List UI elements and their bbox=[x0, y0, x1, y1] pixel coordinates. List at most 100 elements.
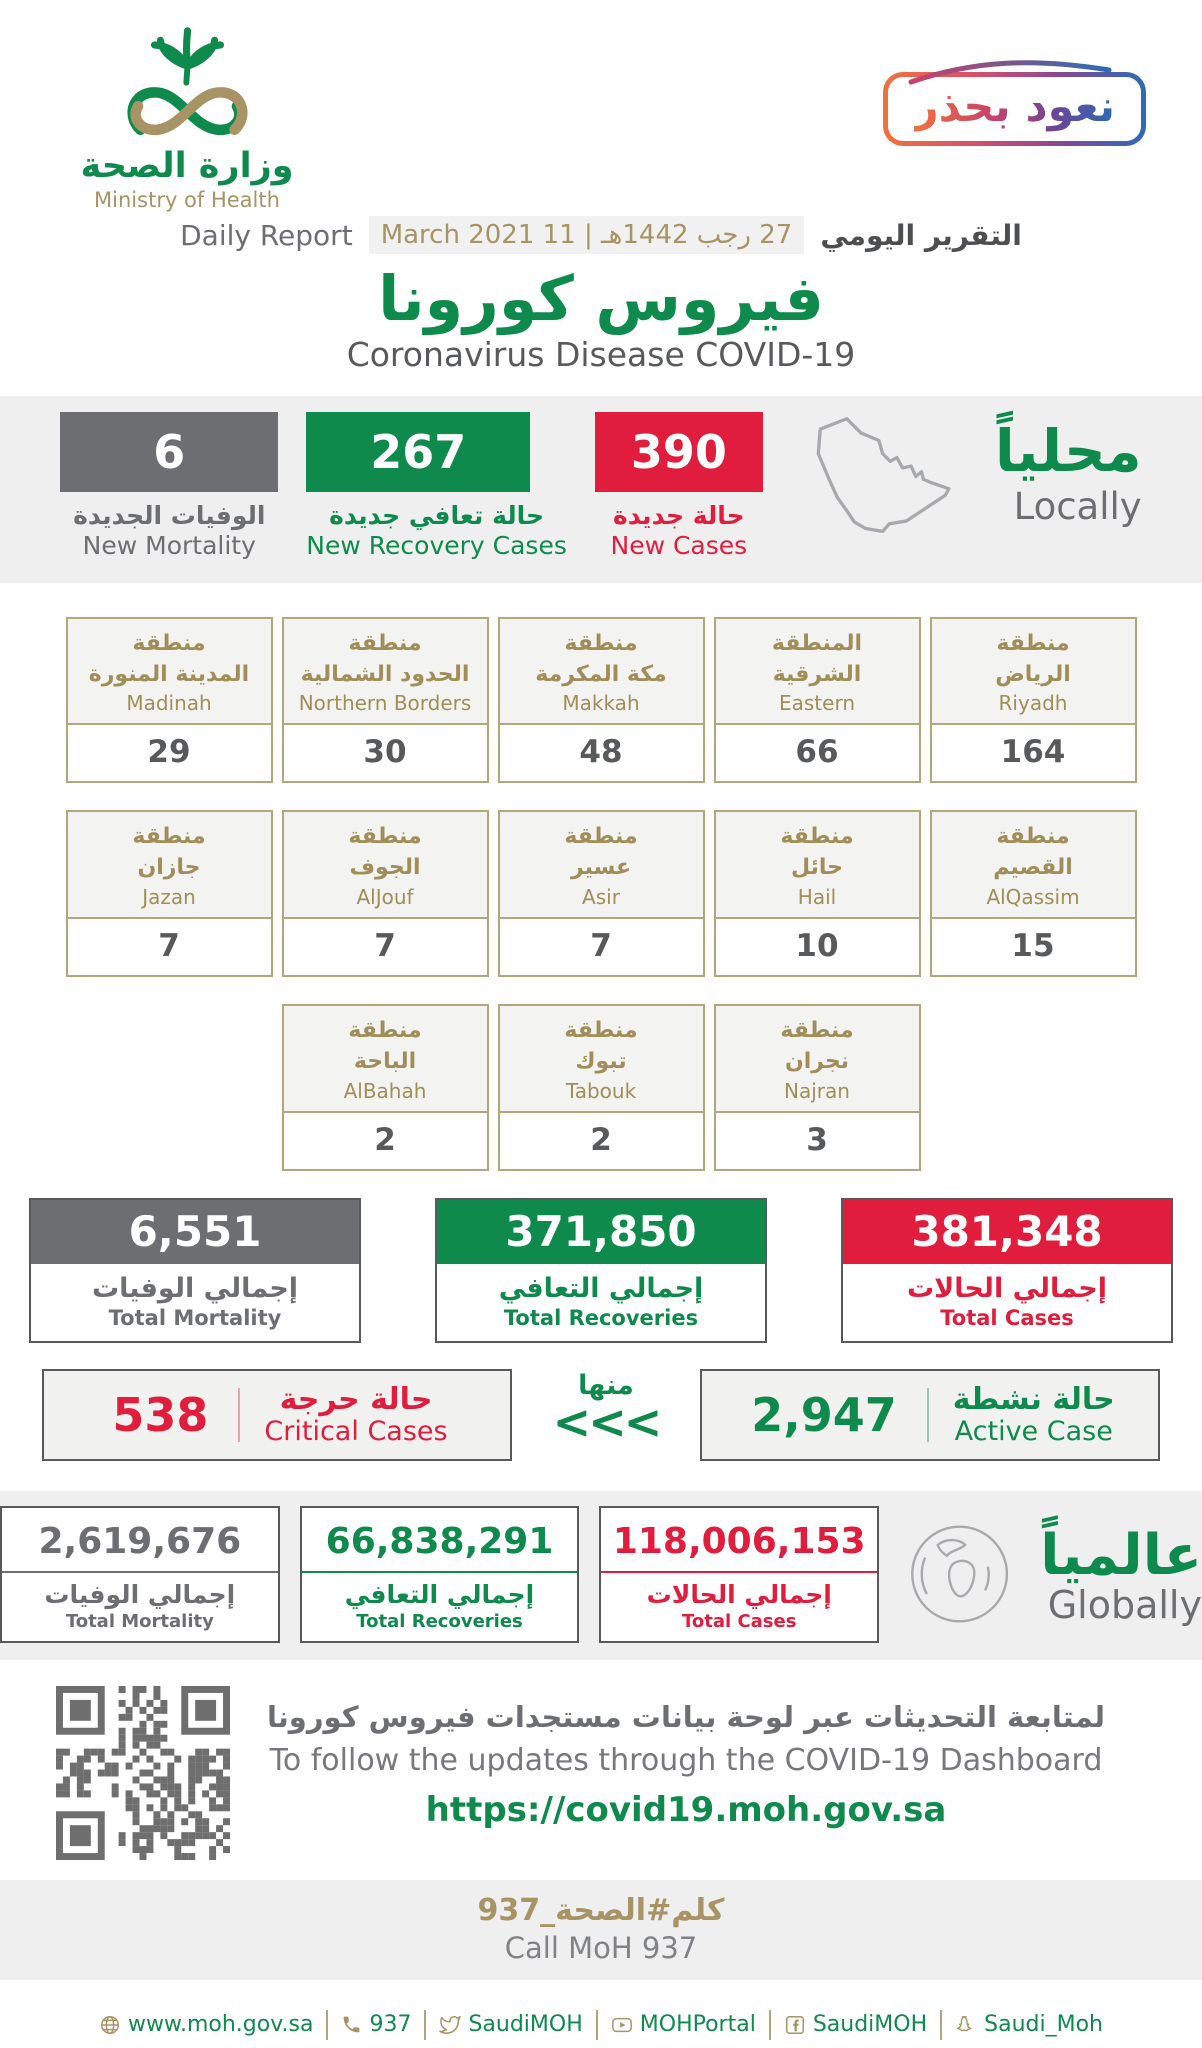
region-case-count: 2 bbox=[499, 1112, 703, 1169]
region-name-ar: جازان bbox=[137, 855, 201, 881]
region-card-madinah: منطقة المدينة المنورة Madinah 29 bbox=[65, 616, 273, 784]
global-recoveries-label-ar: إجمالي التعافي bbox=[344, 1579, 535, 1609]
region-name-ar: الرياض bbox=[995, 661, 1071, 687]
phone-icon bbox=[341, 2014, 362, 2035]
header: وزارة الصحة Ministry of Health نعود بحذر bbox=[0, 0, 1202, 212]
total-mortality-label-ar: إجمالي الوفيات bbox=[91, 1272, 299, 1304]
footer-link-label: SaudiMOH bbox=[812, 2012, 928, 2038]
footer-facebook-link[interactable]: SaudiMOH bbox=[784, 2012, 927, 2037]
footer-link-label: SaudiMOH bbox=[468, 2012, 583, 2038]
region-case-count: 7 bbox=[283, 919, 487, 976]
global-mortality-card: 2,619,676 إجمالي الوفيات Total Mortality bbox=[0, 1505, 280, 1643]
region-case-count: 7 bbox=[67, 919, 271, 976]
divider bbox=[768, 2009, 771, 2040]
region-name-en: Makkah bbox=[562, 691, 640, 716]
region-case-count: 66 bbox=[715, 725, 919, 782]
divider bbox=[238, 1387, 241, 1442]
new-recoveries-value: 267 bbox=[306, 412, 531, 493]
daily-report-label-en: Daily Report bbox=[180, 218, 353, 252]
global-mortality-label-ar: إجمالي الوفيات bbox=[44, 1579, 236, 1609]
footer-phone-link[interactable]: 937 bbox=[341, 2012, 411, 2037]
region-name-ar: منطقة bbox=[564, 630, 638, 656]
region-card-najran: منطقة نجران Najran 3 bbox=[713, 1004, 921, 1171]
global-cases-label-en: Total Cases bbox=[682, 1610, 797, 1632]
report-date-line: Daily Report 27 رجب 1442هـ | 11 March 20… bbox=[0, 216, 1202, 254]
global-cases-value: 118,006,153 bbox=[601, 1508, 878, 1573]
page-title-arabic: فيروس كورونا bbox=[378, 262, 824, 335]
divider bbox=[424, 2009, 427, 2040]
region-name-en: Riyadh bbox=[998, 691, 1068, 716]
critical-active-section: 538 حالة حرجة Critical Cases منها <<< 2,… bbox=[42, 1368, 1160, 1461]
footer-link-label: 937 bbox=[369, 2012, 412, 2038]
new-cases-stat: 390 حالة جديدة New Cases bbox=[594, 412, 763, 561]
moh-logo: وزارة الصحة Ministry of Health bbox=[62, 26, 312, 212]
active-cases-label-en: Active Case bbox=[954, 1415, 1113, 1447]
region-name-ar: منطقة bbox=[780, 824, 854, 850]
totals-section: 6,551 إجمالي الوفيات Total Mortality 371… bbox=[0, 1197, 1202, 1343]
regions-section: منطقة المدينة المنورة Madinah 29 منطقة الحد… bbox=[0, 616, 1202, 1171]
footer-youtube-link[interactable]: MOHPortal bbox=[611, 2012, 756, 2037]
region-case-count: 3 bbox=[715, 1112, 919, 1169]
region-name-ar: منطقة bbox=[132, 630, 206, 656]
region-name-ar: منطقة bbox=[564, 824, 638, 850]
region-case-count: 164 bbox=[931, 725, 1135, 782]
region-name-ar: الشرقية bbox=[772, 661, 862, 687]
youtube-icon bbox=[611, 2014, 633, 2036]
new-mortality-label-ar: الوفيات الجديدة bbox=[73, 501, 266, 531]
total-mortality-value: 6,551 bbox=[31, 1199, 359, 1264]
region-name-en: Eastern bbox=[778, 691, 855, 716]
total-cases-label-en: Total Cases bbox=[940, 1305, 1074, 1330]
footer-twitter-link[interactable]: SaudiMOH bbox=[439, 2012, 583, 2038]
footer-website-link[interactable]: www.moh.gov.sa bbox=[99, 2012, 313, 2037]
total-recoveries-value: 371,850 bbox=[437, 1199, 765, 1264]
total-recoveries-label-ar: إجمالي التعافي bbox=[498, 1272, 704, 1304]
of-which-label-ar: منها bbox=[578, 1370, 634, 1402]
region-name-en: Jazan bbox=[142, 885, 196, 910]
new-mortality-stat: 6 الوفيات الجديدة New Mortality bbox=[60, 412, 279, 561]
logo-title-arabic: وزارة الصحة bbox=[80, 146, 294, 186]
footer-link-label: MOHPortal bbox=[639, 2012, 756, 2038]
region-name-ar: تبوك bbox=[575, 1048, 627, 1074]
region-name-en: Najran bbox=[784, 1078, 850, 1103]
globally-heading-en: Globally bbox=[1047, 1582, 1202, 1627]
call-moh-en: Call MoH 937 bbox=[504, 1930, 698, 1965]
region-name-en: AlBahah bbox=[343, 1078, 427, 1103]
active-cases-label-ar: حالة نشطة bbox=[952, 1381, 1115, 1417]
region-card-riyadh: منطقة الرياض Riyadh 164 bbox=[929, 616, 1137, 784]
global-recoveries-card: 66,838,291 إجمالي التعافي Total Recoveri… bbox=[299, 1505, 580, 1643]
footer-link-label: Saudi_Moh bbox=[984, 2012, 1103, 2038]
of-which-indicator: منها <<< bbox=[552, 1370, 663, 1450]
badge-text: نعود بحذر bbox=[913, 82, 1115, 132]
active-cases-card: 2,947 حالة نشطة Active Case bbox=[699, 1368, 1160, 1461]
footer-snapchat-link[interactable]: Saudi_Moh bbox=[955, 2012, 1103, 2037]
region-name-en: Hail bbox=[797, 885, 837, 910]
facebook-icon bbox=[784, 2014, 806, 2036]
total-mortality-card: 6,551 إجمالي الوفيات Total Mortality bbox=[29, 1197, 361, 1343]
total-cases-label-ar: إجمالي الحالات bbox=[906, 1272, 1108, 1304]
locally-heading-ar: محلياً bbox=[994, 417, 1142, 486]
divider bbox=[595, 2009, 598, 2040]
chevrons-left-icon: <<< bbox=[552, 1395, 663, 1450]
regions-row-3: منطقة الباحة AlBahah 2 منطقة تبوك Tabouk 2 م… bbox=[0, 1004, 1202, 1171]
region-name-ar: المدينة المنورة bbox=[88, 661, 250, 687]
region-card-makkah: منطقة مكة المكرمة Makkah 48 bbox=[497, 616, 705, 784]
total-cases-card: 381,348 إجمالي الحالات Total Cases bbox=[841, 1197, 1173, 1343]
new-recoveries-label-en: New Recovery Cases bbox=[306, 530, 567, 560]
badge-swoosh bbox=[908, 60, 1112, 85]
global-cases-label-ar: إجمالي الحالات bbox=[646, 1579, 832, 1609]
globe-icon bbox=[99, 2014, 121, 2036]
region-case-count: 2 bbox=[283, 1112, 487, 1169]
page-title-english: Coronavirus Disease COVID-19 bbox=[346, 335, 856, 375]
dashboard-url-link[interactable]: https://covid19.moh.gov.sa bbox=[425, 1789, 947, 1830]
region-name-ar: الباحة bbox=[353, 1048, 417, 1074]
regions-row-2: منطقة جازان Jazan 7 منطقة الجوف AlJouf 7 منط… bbox=[0, 810, 1202, 978]
active-cases-value: 2,947 bbox=[751, 1387, 897, 1442]
globe-icon bbox=[911, 1525, 1009, 1623]
divider bbox=[326, 2009, 329, 2040]
region-case-count: 7 bbox=[499, 919, 703, 976]
regions-row-1: منطقة المدينة المنورة Madinah 29 منطقة الحد… bbox=[0, 616, 1202, 784]
region-name-ar: منطقة bbox=[132, 824, 206, 850]
region-name-ar: منطقة bbox=[348, 1018, 422, 1044]
logo-title-english: Ministry of Health bbox=[94, 188, 280, 212]
